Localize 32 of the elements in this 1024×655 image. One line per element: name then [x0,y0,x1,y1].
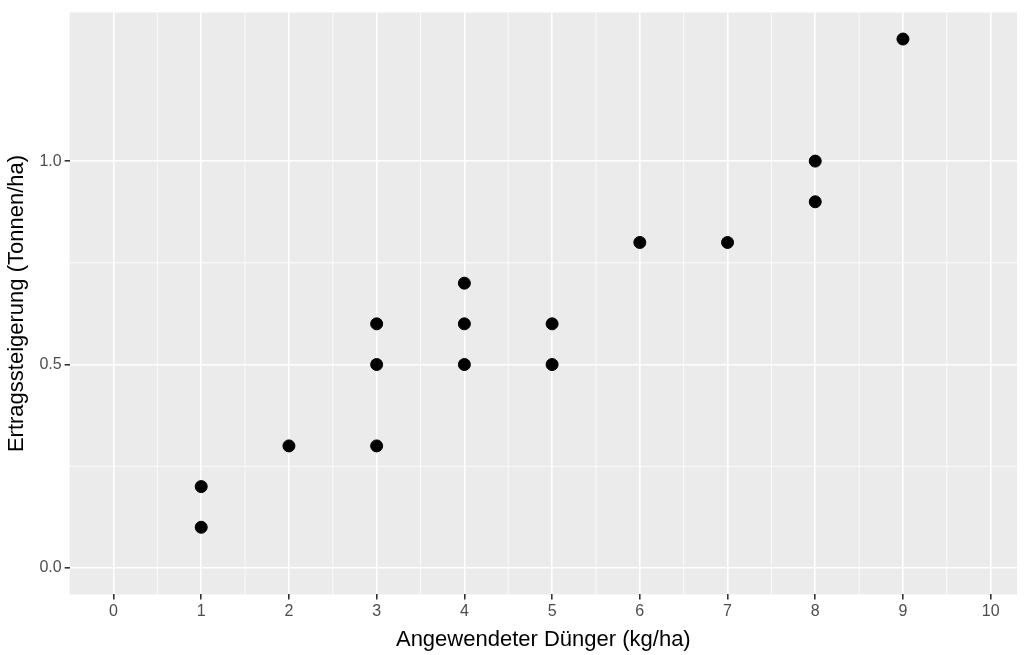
x-tick-label: 7 [723,602,733,620]
x-tick-label: 2 [284,602,294,620]
x-tick-label: 8 [810,602,820,620]
point [545,358,559,372]
x-axis-title: Angewendeter Dünger (kg/ha) [395,625,691,651]
x-tick-label: 5 [547,602,557,620]
point [457,317,471,331]
x-tick-label: 3 [372,602,382,620]
x-tick-label: 10 [981,602,1000,620]
point [370,439,384,453]
point [721,235,735,249]
point [194,520,208,534]
x-tick-label: 0 [109,602,119,620]
point [282,439,296,453]
y-axis-title: Ertragssteigerung (Tonnen/ha) [3,154,29,453]
point [194,480,208,494]
point [808,154,822,168]
y-tick-label: 0.5 [39,354,62,372]
x-tick-label: 1 [196,602,206,620]
point [808,195,822,209]
point [896,32,910,46]
x-tick-label: 6 [635,602,645,620]
point [633,235,647,249]
point [370,358,384,372]
y-tick-label: 1.0 [39,151,62,169]
point [545,317,559,331]
point [457,276,471,290]
x-tick-label: 4 [459,602,469,620]
x-tick-label: 9 [898,602,908,620]
y-tick-label: 0.0 [39,558,62,576]
point [457,358,471,372]
point [370,317,384,331]
